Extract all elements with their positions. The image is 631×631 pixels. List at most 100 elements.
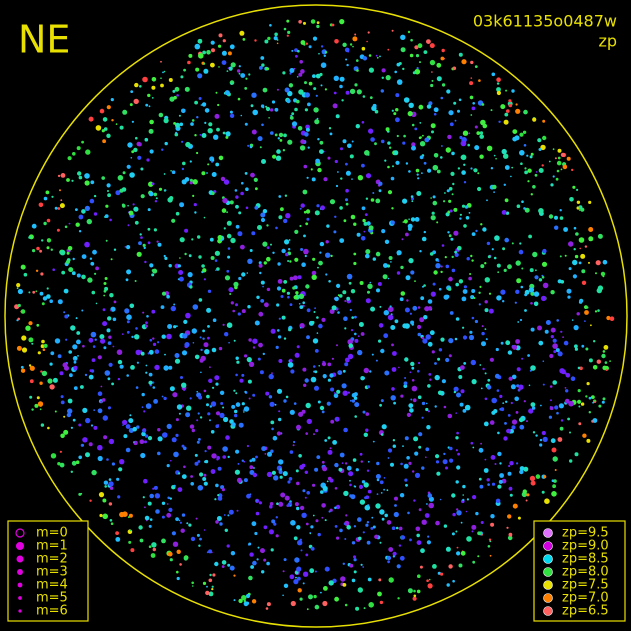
star (270, 449, 274, 453)
star (341, 99, 344, 102)
star (404, 357, 409, 362)
star (387, 560, 390, 564)
star (179, 521, 182, 524)
star (234, 469, 240, 475)
star (289, 409, 295, 415)
star (317, 167, 322, 173)
star (333, 392, 336, 394)
star (278, 359, 283, 363)
star (197, 485, 204, 491)
star (376, 461, 380, 466)
star (376, 478, 380, 482)
star (486, 385, 492, 390)
star (141, 406, 144, 409)
star (297, 576, 301, 581)
star (495, 157, 497, 160)
star (320, 490, 324, 494)
star (532, 431, 536, 434)
star (503, 436, 508, 441)
star (463, 181, 467, 184)
star (352, 36, 358, 42)
star (289, 116, 294, 120)
star (357, 517, 362, 522)
star (593, 340, 596, 343)
star (431, 350, 435, 354)
star (502, 247, 506, 251)
star (189, 397, 192, 400)
star (405, 275, 411, 281)
star (246, 272, 249, 274)
star (394, 319, 399, 324)
star (143, 478, 148, 484)
star (148, 545, 152, 548)
star (183, 446, 187, 451)
star (465, 216, 470, 220)
zp-symbol (543, 528, 553, 538)
star (228, 66, 233, 71)
star (153, 192, 158, 197)
star (298, 89, 304, 95)
star (404, 478, 408, 482)
star (381, 68, 386, 73)
star (296, 566, 302, 572)
star (415, 54, 420, 58)
star (144, 137, 149, 142)
star (229, 113, 235, 119)
star (81, 209, 86, 214)
star (519, 150, 525, 156)
star (325, 252, 331, 258)
star (427, 299, 433, 304)
star (328, 280, 331, 283)
star (198, 53, 204, 59)
star (226, 220, 232, 226)
star (523, 466, 529, 472)
star (21, 347, 28, 353)
star (174, 263, 180, 269)
star (578, 237, 585, 243)
star (456, 431, 459, 435)
star (97, 355, 102, 360)
star (226, 233, 232, 239)
star (46, 287, 49, 290)
star (247, 379, 252, 384)
star (258, 342, 263, 348)
star (578, 261, 582, 265)
star (57, 299, 63, 305)
star (145, 321, 148, 325)
star (224, 90, 230, 96)
star (480, 264, 485, 269)
star (228, 509, 234, 515)
star (77, 171, 82, 176)
star (498, 120, 501, 124)
star (353, 555, 356, 559)
star (149, 119, 154, 125)
star (368, 602, 375, 608)
star (470, 114, 473, 116)
star (59, 450, 63, 453)
star (172, 541, 179, 547)
star (347, 391, 350, 394)
star (244, 354, 248, 358)
star (425, 456, 427, 459)
star (266, 561, 270, 566)
star (515, 339, 520, 344)
star (28, 291, 31, 294)
star (430, 215, 436, 221)
star (60, 199, 63, 202)
star (551, 491, 557, 497)
star (332, 440, 337, 445)
star (202, 329, 206, 333)
star (192, 304, 199, 310)
star (50, 453, 57, 459)
star (66, 178, 70, 182)
star (236, 69, 241, 73)
star (393, 112, 397, 116)
star (81, 274, 86, 280)
star (405, 483, 408, 487)
star (133, 206, 139, 212)
star (527, 180, 530, 183)
star (302, 489, 306, 493)
star (484, 308, 489, 313)
star (585, 347, 589, 351)
star (289, 505, 292, 507)
